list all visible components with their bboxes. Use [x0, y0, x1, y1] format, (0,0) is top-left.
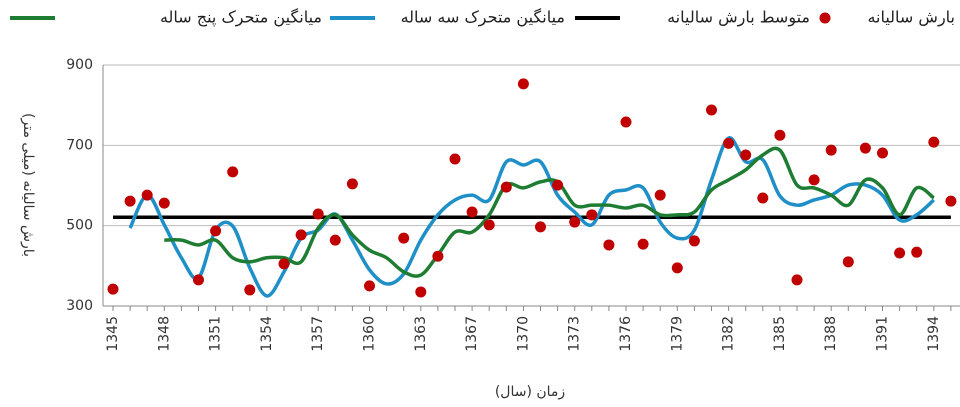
data-point — [449, 153, 461, 165]
data-point — [107, 283, 119, 295]
data-point — [244, 284, 256, 296]
data-point — [517, 78, 529, 90]
y-axis-label: بارش سالیانه (میلی متر) — [20, 113, 36, 257]
data-point — [654, 189, 666, 201]
data-point — [535, 221, 546, 233]
legend-marker — [819, 12, 831, 24]
x-tick-label: 1348 — [156, 316, 172, 352]
data-point — [432, 250, 444, 262]
legend-label: میانگین متحرک پنج ساله — [160, 8, 322, 28]
data-point — [210, 225, 222, 237]
legend-label: متوسط بارش سالیانه — [667, 8, 810, 28]
x-tick-label: 1373 — [567, 316, 583, 352]
data-point — [637, 238, 649, 250]
x-tick-label: 1360 — [362, 316, 378, 352]
data-point — [552, 179, 564, 191]
x-tick-label: 1376 — [618, 316, 634, 352]
x-axis-label: زمان (سال) — [495, 384, 565, 400]
data-point — [193, 274, 204, 286]
data-point — [364, 280, 375, 292]
x-tick-label: 1388 — [823, 316, 839, 352]
data-point — [911, 246, 923, 258]
data-point — [500, 181, 512, 193]
data-point — [894, 247, 906, 259]
data-point — [586, 209, 598, 221]
x-tick-label: 1382 — [721, 316, 737, 352]
data-point — [706, 104, 717, 116]
data-point — [466, 206, 478, 218]
x-tick-label: 1370 — [515, 316, 531, 352]
data-point — [312, 208, 324, 220]
data-point — [688, 235, 700, 247]
moving-average-line — [128, 136, 935, 298]
x-tick-label: 1391 — [875, 316, 891, 352]
x-tick-label: 1385 — [772, 316, 788, 352]
y-tick-label: 300 — [66, 298, 93, 314]
data-point — [346, 178, 358, 190]
x-tick-label: 1394 — [926, 316, 942, 352]
moving-average-line — [164, 146, 935, 278]
data-point — [141, 189, 153, 201]
x-tick-label: 1379 — [669, 316, 685, 352]
data-point — [483, 219, 495, 231]
x-tick-label: 1363 — [413, 316, 429, 352]
y-tick-label: 500 — [66, 218, 93, 234]
y-tick-label: 700 — [66, 137, 93, 153]
data-point — [791, 274, 803, 286]
data-point — [295, 229, 307, 241]
data-point — [620, 116, 632, 128]
data-point — [227, 166, 239, 178]
data-point — [740, 149, 752, 161]
data-point — [723, 137, 735, 149]
legend-label: میانگین متحرک سه ساله — [401, 8, 565, 28]
data-point — [278, 258, 290, 270]
data-point — [124, 195, 136, 207]
data-point — [671, 262, 683, 274]
data-point — [808, 174, 820, 186]
data-point — [329, 234, 341, 246]
data-point — [877, 147, 888, 159]
legend: بارش سالیانه متوسط بارش سالیانه میانگین مت… — [10, 8, 955, 28]
data-point — [859, 142, 871, 154]
data-point — [842, 256, 854, 268]
data-point — [928, 136, 940, 148]
x-tick-label: 1357 — [310, 316, 326, 352]
legend-label: بارش سالیانه — [867, 8, 955, 28]
y-tick-label: 900 — [66, 57, 93, 73]
x-tick-label: 1351 — [208, 316, 224, 352]
data-point — [398, 232, 410, 244]
x-tick-label: 1345 — [105, 316, 121, 352]
data-point — [757, 192, 769, 204]
data-point — [603, 239, 615, 251]
data-point — [569, 216, 581, 228]
data-point — [774, 129, 786, 141]
x-tick-label: 1367 — [464, 316, 480, 352]
data-point — [415, 286, 427, 298]
data-point — [825, 144, 837, 156]
data-point — [945, 195, 957, 207]
x-tick-label: 1354 — [259, 316, 275, 352]
data-point — [158, 197, 170, 209]
